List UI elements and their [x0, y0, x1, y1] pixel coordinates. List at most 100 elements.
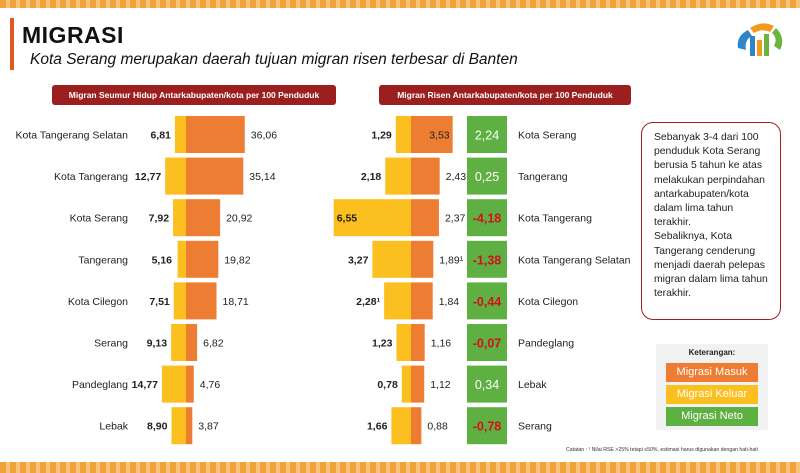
value-masuk-serang: 0,88: [427, 421, 448, 433]
page-title: MIGRASI: [22, 22, 124, 48]
value-keluar-kota-tangerang-selatan: 6,81: [150, 130, 171, 142]
value-keluar-lebak: 0,78: [377, 379, 398, 391]
category-label-lebak: Lebak: [99, 421, 128, 433]
legend-item-migrasi-masuk: Migrasi Masuk: [666, 363, 758, 382]
bar-masuk-pandeglang: [411, 324, 425, 361]
value-keluar-tangerang: 5,16: [152, 254, 173, 266]
bar-masuk-kota-cilegon: [186, 282, 217, 320]
category-label-kota-tangerang-selatan: Kota Tangerang Selatan: [16, 130, 129, 142]
neto-box-kota-cilegon: [467, 282, 507, 320]
category-label-lebak: Lebak: [518, 379, 547, 391]
bps-logo-icon: [737, 23, 783, 56]
value-keluar-kota-cilegon: 2,28¹: [356, 296, 380, 308]
category-label-pandeglang: Pandeglang: [72, 379, 128, 391]
chart-title-lifetime-migration: Migran Seumur Hidup Antarkabupaten/kota …: [52, 85, 336, 105]
bar-keluar-kota-serang: [173, 199, 186, 237]
value-masuk-kota-tangerang: 2,37: [445, 213, 466, 225]
category-label-serang: Serang: [518, 421, 552, 433]
bar-keluar-kota-serang: [395, 116, 411, 153]
value-keluar-tangerang: 2,18: [361, 171, 382, 183]
bar-keluar-lebak: [401, 365, 411, 403]
neto-box-kota-serang: [467, 116, 507, 153]
bar-masuk-tangerang: [411, 157, 440, 195]
neto-box-kota-tangerang: [467, 199, 507, 237]
value-neto-serang: -0,78: [473, 420, 502, 434]
bar-keluar-serang: [171, 324, 186, 361]
bar-keluar-kota-cilegon: [384, 282, 411, 320]
bar-masuk-lebak: [411, 365, 425, 403]
bar-masuk-tangerang: [186, 240, 219, 278]
value-masuk-kota-tangerang: 35,14: [249, 171, 275, 183]
bar-keluar-kota-tangerang-selatan: [174, 116, 186, 153]
bar-masuk-kota-serang: [411, 116, 453, 153]
value-keluar-pandeglang: 1,23: [372, 338, 393, 350]
value-masuk-kota-tangerang-selatan: 36,06: [251, 130, 277, 142]
bar-keluar-tangerang: [177, 240, 186, 278]
value-masuk-kota-cilegon: 18,71: [222, 296, 248, 308]
neto-box-lebak: [467, 365, 507, 403]
bar-masuk-kota-tangerang-selatan: [411, 240, 434, 278]
category-label-kota-cilegon: Kota Cilegon: [68, 296, 128, 308]
neto-box-kota-tangerang-selatan: [467, 240, 507, 278]
bar-masuk-kota-tangerang: [186, 157, 244, 195]
value-masuk-lebak: 1,12: [430, 379, 451, 391]
bar-keluar-kota-cilegon: [173, 282, 186, 320]
value-keluar-pandeglang: 14,77: [132, 379, 158, 391]
value-keluar-kota-tangerang-selatan: 3,27: [348, 254, 369, 266]
value-masuk-pandeglang: 4,76: [200, 379, 221, 391]
bar-masuk-serang: [411, 407, 422, 445]
bar-keluar-serang: [391, 407, 411, 445]
legend-item-migrasi-neto: Migrasi Neto: [666, 407, 758, 426]
value-masuk-pandeglang: 1,16: [431, 338, 452, 350]
category-label-kota-cilegon: Kota Cilegon: [518, 296, 578, 308]
bar-masuk-kota-tangerang-selatan: [186, 116, 245, 153]
bar-keluar-kota-tangerang: [165, 157, 186, 195]
note-paragraph-2: Sebaliknya, Kota Tangerang cenderung men…: [654, 231, 768, 300]
value-keluar-kota-serang: 7,92: [149, 213, 170, 225]
neto-box-tangerang: [467, 157, 507, 195]
value-keluar-serang: 9,13: [147, 338, 168, 350]
note-box: Sebanyak 3-4 dari 100 penduduk Kota Sera…: [641, 122, 781, 320]
top-decorative-stripe: [0, 0, 800, 8]
value-neto-kota-serang: 2,24: [475, 129, 499, 143]
value-masuk-tangerang: 2,43¹: [446, 171, 470, 183]
bar-masuk-lebak: [186, 407, 193, 445]
value-masuk-kota-cilegon: 1,84: [439, 296, 460, 308]
category-label-tangerang: Tangerang: [518, 171, 568, 183]
value-masuk-kota-serang: 3,53: [429, 130, 450, 142]
bar-keluar-pandeglang: [396, 324, 411, 361]
value-neto-tangerang: 0,25: [475, 170, 499, 184]
value-masuk-kota-serang: 20,92: [226, 213, 252, 225]
chart-title-recent-migration: Migran Risen Antarkabupaten/kota per 100…: [379, 85, 631, 105]
value-keluar-lebak: 8,90: [147, 421, 168, 433]
legend-title: Keterangan:: [688, 348, 736, 357]
title-accent-bar: [10, 18, 14, 70]
category-label-pandeglang: Pandeglang: [518, 338, 574, 350]
value-keluar-kota-serang: 1,29: [371, 130, 392, 142]
legend-item-migrasi-keluar: Migrasi Keluar: [666, 385, 758, 404]
bar-masuk-serang: [186, 324, 198, 361]
category-label-kota-tangerang: Kota Tangerang: [54, 171, 128, 183]
category-label-kota-serang: Kota Serang: [518, 130, 577, 142]
value-neto-kota-tangerang: -4,18: [473, 212, 502, 226]
value-keluar-serang: 1,66: [367, 421, 388, 433]
value-masuk-tangerang: 19,82: [224, 254, 250, 266]
value-neto-lebak: 0,34: [475, 378, 499, 392]
value-masuk-serang: 6,82: [203, 338, 224, 350]
note-paragraph-1: Sebanyak 3-4 dari 100 penduduk Kota Sera…: [654, 132, 765, 229]
bar-keluar-pandeglang: [161, 365, 186, 403]
bar-keluar-kota-tangerang-selatan: [372, 240, 411, 278]
neto-box-serang: [467, 407, 507, 445]
value-keluar-kota-tangerang: 12,77: [135, 171, 161, 183]
neto-box-pandeglang: [467, 324, 507, 361]
bar-masuk-kota-tangerang: [411, 199, 439, 237]
value-neto-kota-cilegon: -0,44: [473, 295, 502, 309]
page-subtitle: Kota Serang merupakan daerah tujuan migr…: [30, 51, 518, 68]
bar-keluar-kota-tangerang: [333, 199, 411, 237]
category-label-kota-tangerang-selatan: Kota Tangerang Selatan: [518, 254, 631, 266]
value-neto-kota-tangerang-selatan: -1,38: [473, 253, 502, 267]
value-keluar-kota-cilegon: 7,51: [149, 296, 170, 308]
category-label-kota-tangerang: Kota Tangerang: [518, 213, 592, 225]
value-masuk-kota-tangerang-selatan: 1,89¹: [439, 254, 463, 266]
